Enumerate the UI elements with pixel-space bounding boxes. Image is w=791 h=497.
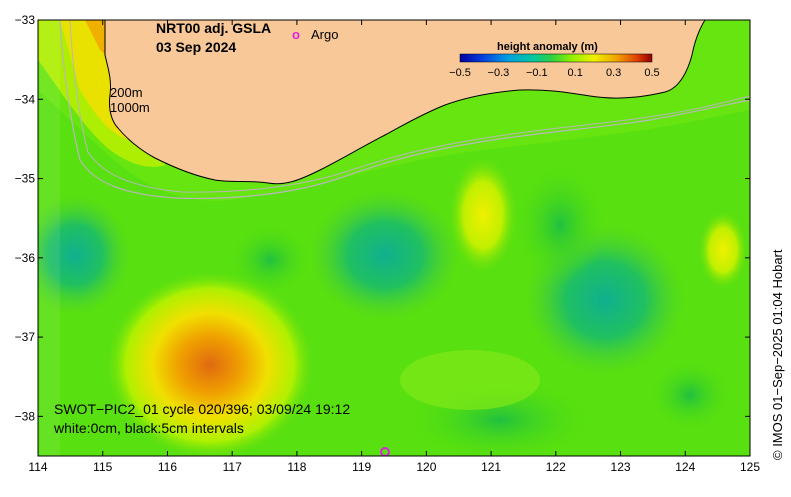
x-tick-label: 121 — [481, 460, 501, 474]
x-tick-label: 123 — [611, 460, 631, 474]
x-tick-label: 124 — [675, 460, 695, 474]
colorbar-tick-label: 0.3 — [606, 67, 621, 79]
warm-eddy-120E — [448, 155, 518, 275]
colorbar-tick-label: −0.5 — [449, 67, 471, 79]
swot-swath — [40, 20, 60, 456]
colorbar-tick-label: −0.1 — [526, 67, 548, 79]
low-patch-southeast — [650, 360, 730, 430]
product-date: 03 Sep 2024 — [156, 39, 236, 55]
argo-legend-label: Argo — [311, 27, 338, 42]
isobath-label-1000m: 1000m — [110, 100, 150, 115]
low-band-east — [515, 165, 605, 285]
swot-caption-line2: white:0cm, black:5cm intervals — [53, 420, 244, 436]
y-axis: −33 −34 −35 −36 −37 −38 — [15, 13, 750, 423]
warm-eddy-125E — [698, 210, 748, 290]
isobath-label-200m: 200m — [110, 85, 143, 100]
warm-band-south — [400, 350, 540, 410]
isobath-200m — [69, 20, 750, 193]
colorbar-gradient — [459, 53, 653, 63]
y-tick-label: −33 — [15, 13, 36, 27]
plot-area — [38, 20, 750, 456]
x-tick-label: 125 — [740, 460, 760, 474]
y-tick-label: −36 — [15, 251, 36, 265]
colorbar-tick-label: −0.3 — [488, 67, 510, 79]
x-tick-label: 114 — [28, 460, 47, 474]
cyclonic-eddy-west — [38, 195, 130, 315]
x-tick-label: 118 — [287, 460, 306, 474]
argo-legend-marker: o — [292, 27, 300, 42]
x-tick-label: 117 — [223, 460, 242, 474]
y-tick-label: −35 — [15, 172, 36, 186]
imos-credit: © IMOS 01−Sep−2025 01:04 Hobart — [770, 249, 785, 460]
product-title: NRT00 adj. GSLA — [156, 20, 271, 36]
argo-float-marker — [380, 447, 390, 456]
y-tick-label: −34 — [15, 92, 36, 106]
colorbar-tick-label: 0.5 — [644, 67, 659, 79]
x-axis: 114 115 116 117 118 119 120 121 122 123 124 125 — [28, 20, 760, 474]
colorbar-title: height anomaly (m) — [497, 41, 598, 53]
colorbar-ticks: −0.5 −0.3 −0.1 0.1 0.3 0.5 — [449, 67, 660, 79]
x-tick-label: 116 — [158, 460, 177, 474]
swot-caption-line1: SWOT−PIC2_01 cycle 020/396; 03/09/24 19:… — [54, 401, 350, 417]
x-tick-label: 115 — [93, 460, 112, 474]
x-tick-label: 122 — [546, 460, 566, 474]
colorbar-tick-label: 0.1 — [568, 67, 583, 79]
x-tick-label: 120 — [416, 460, 436, 474]
y-tick-label: −37 — [15, 330, 36, 344]
anticyclonic-eddy — [105, 270, 315, 456]
plot-frame — [37, 19, 751, 457]
cyclonic-eddy-central — [310, 190, 460, 320]
y-tick-label: −38 — [15, 409, 36, 423]
x-tick-label: 119 — [352, 460, 371, 474]
isobath-1000m — [59, 20, 750, 200]
